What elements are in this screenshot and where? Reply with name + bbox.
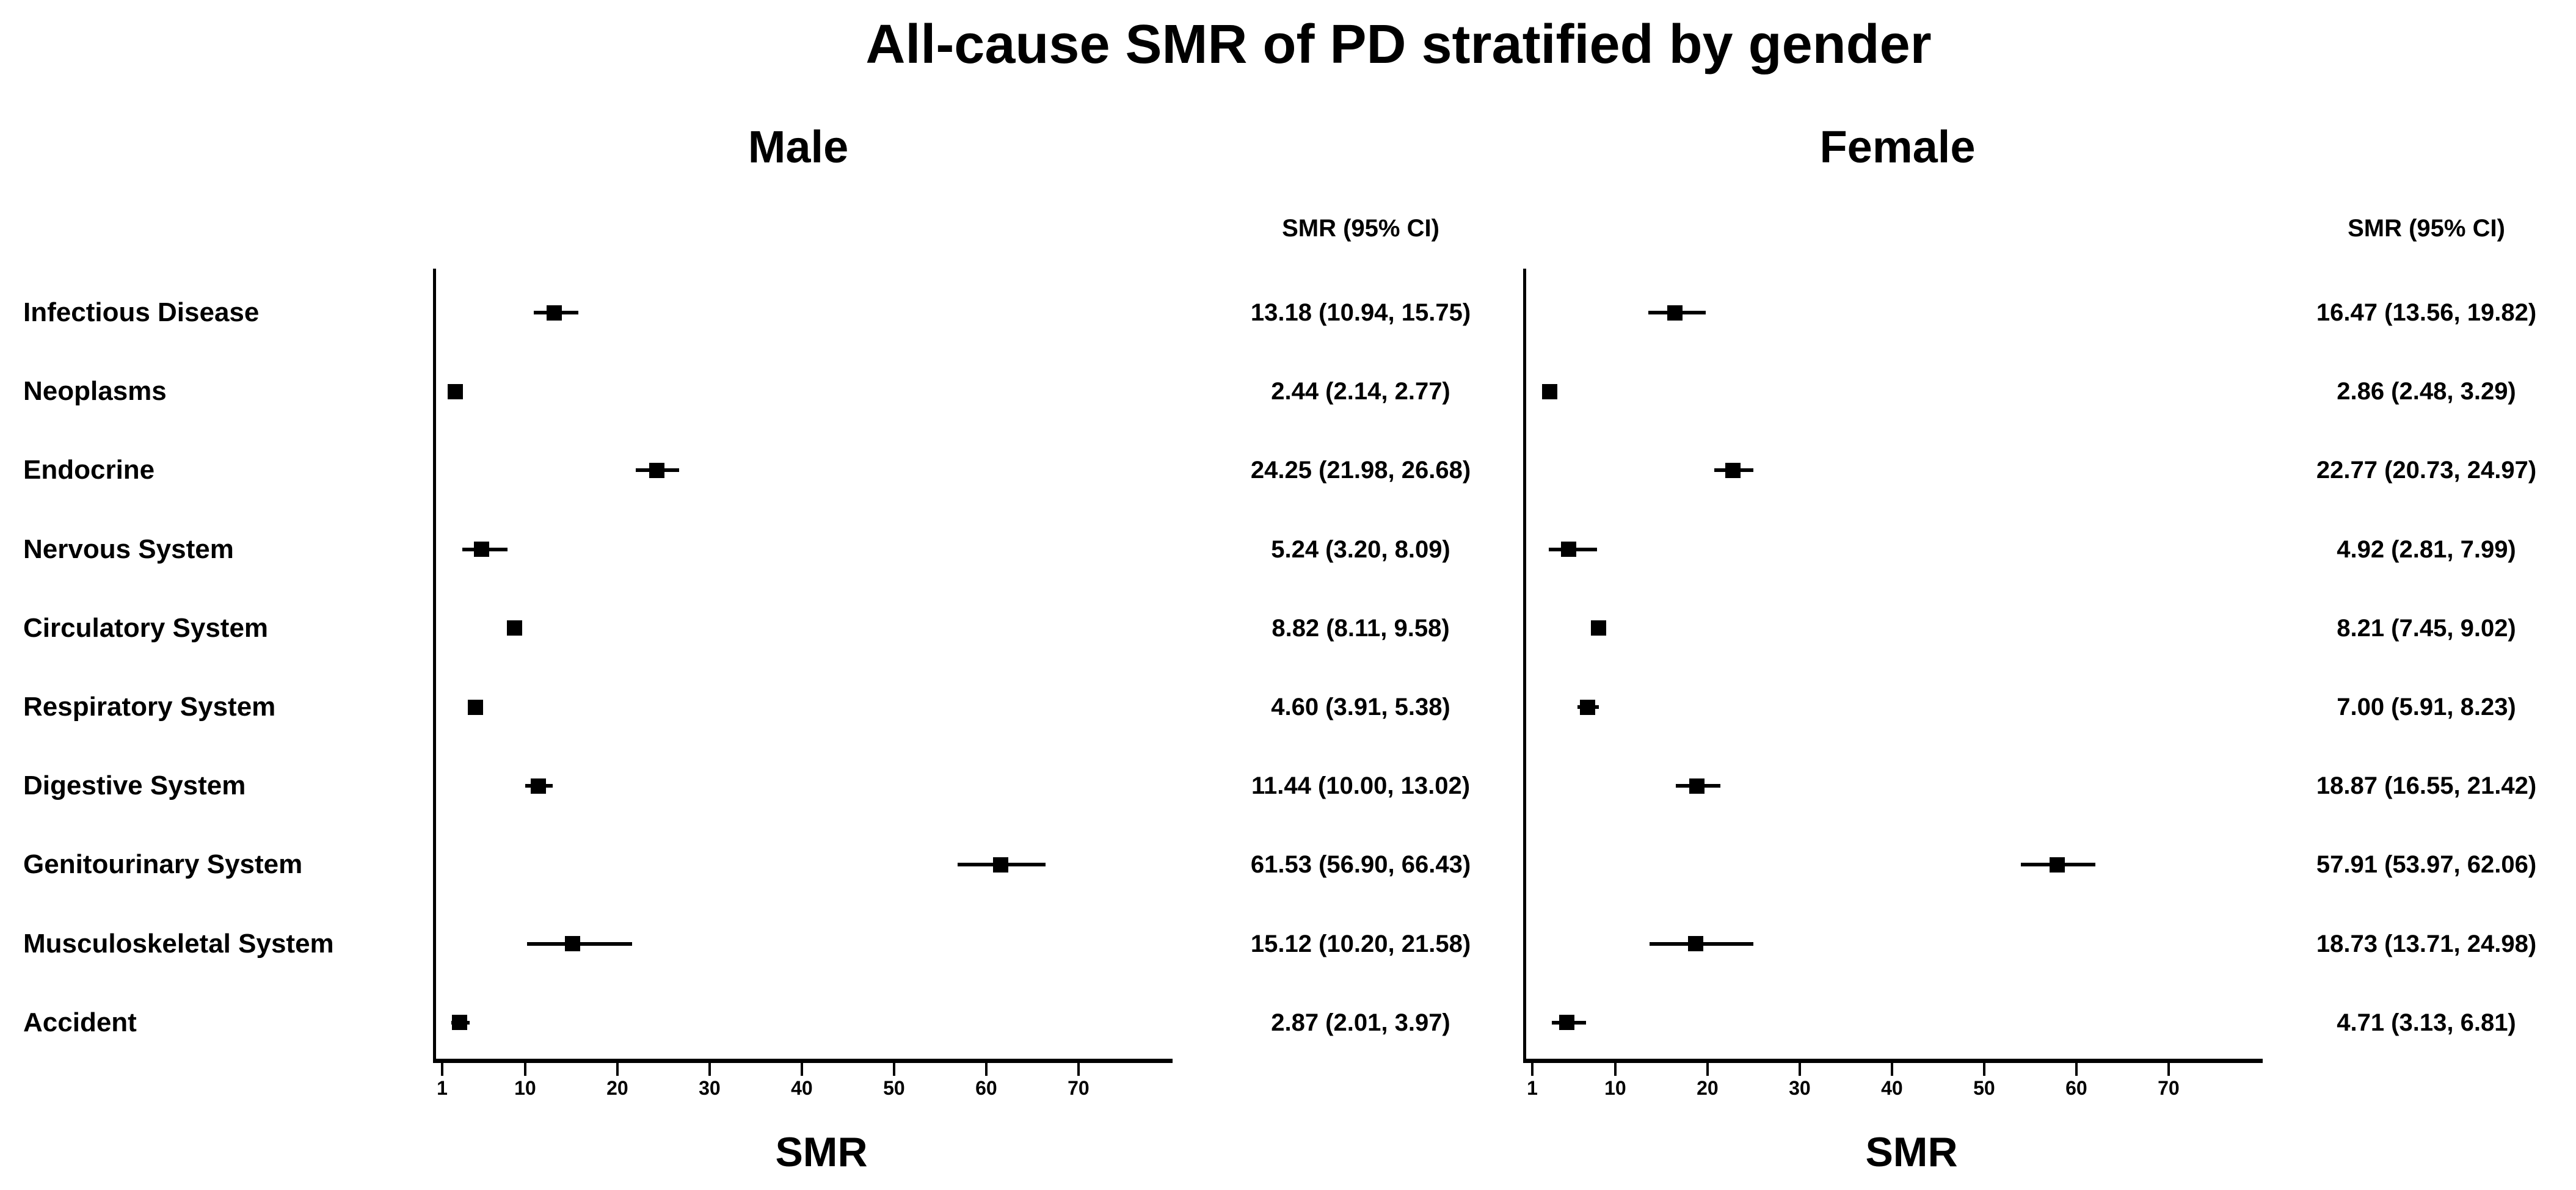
x-axis-tick-label-female: 70 <box>2158 1077 2180 1099</box>
smr-value-male: 61.53 (56.90, 66.43) <box>1250 851 1471 879</box>
smr-value-female: 57.91 (53.97, 62.06) <box>2316 851 2537 879</box>
category-label: Accident <box>23 1007 137 1037</box>
x-axis-tick-label-female: 40 <box>1881 1077 1903 1099</box>
smr-marker-female <box>1560 542 1576 557</box>
x-axis-tick-female <box>2075 1062 2078 1076</box>
smr-marker-female <box>2049 857 2065 873</box>
smr-marker-male <box>473 542 489 557</box>
x-axis-tick-male <box>984 1062 988 1076</box>
smr-marker-male <box>506 620 522 636</box>
category-label: Digestive System <box>23 771 246 801</box>
x-axis-tick-female <box>1982 1062 1985 1076</box>
smr-ci-column-header-male: SMR (95% CI) <box>1282 215 1439 242</box>
smr-ci-column-header-female: SMR (95% CI) <box>2348 215 2505 242</box>
x-axis-tick-male <box>892 1062 895 1076</box>
smr-value-male: 4.60 (3.91, 5.38) <box>1271 694 1450 720</box>
x-axis-line-male <box>434 1059 1173 1063</box>
x-axis-tick-label-male: 1 <box>437 1077 448 1099</box>
smr-marker-male <box>649 462 664 478</box>
smr-marker-male <box>564 936 580 952</box>
x-axis-tick-female <box>1798 1062 1801 1076</box>
panel-title-female: Female <box>1819 122 1976 172</box>
smr-marker-male <box>448 383 464 399</box>
smr-value-female: 4.71 (3.13, 6.81) <box>2337 1009 2516 1036</box>
category-label: Nervous System <box>23 534 234 564</box>
x-axis-tick-label-male: 40 <box>791 1077 813 1099</box>
smr-marker-female <box>1688 936 1704 952</box>
smr-value-male: 8.82 (8.11, 9.58) <box>1272 614 1450 642</box>
x-axis-tick-label-female: 30 <box>1789 1077 1811 1099</box>
smr-value-female: 18.73 (13.71, 24.98) <box>2316 930 2537 957</box>
smr-value-male: 13.18 (10.94, 15.75) <box>1250 299 1471 326</box>
smr-value-female: 18.87 (16.55, 21.42) <box>2316 772 2537 800</box>
category-label: Genitourinary System <box>23 849 303 880</box>
smr-marker-female <box>1667 305 1683 321</box>
panel-title-male: Male <box>748 122 849 172</box>
x-axis-tick-male <box>800 1062 803 1076</box>
category-label: Respiratory System <box>23 692 276 722</box>
x-axis-tick-label-male: 70 <box>1068 1077 1090 1099</box>
smr-marker-male <box>531 778 547 794</box>
x-axis-tick-female <box>2167 1062 2170 1076</box>
category-label: Circulatory System <box>23 612 269 643</box>
smr-marker-male <box>547 305 562 321</box>
x-axis-tick-male <box>441 1062 443 1076</box>
smr-value-female: 16.47 (13.56, 19.82) <box>2316 299 2537 326</box>
x-axis-tick-label-female: 50 <box>1973 1077 1995 1099</box>
smr-value-male: 2.44 (2.14, 2.77) <box>1271 378 1450 405</box>
smr-value-female: 22.77 (20.73, 24.97) <box>2316 457 2537 484</box>
x-axis-tick-male <box>523 1062 526 1076</box>
x-axis-tick-label-female: 20 <box>1697 1077 1719 1099</box>
x-axis-tick-label-male: 20 <box>606 1077 628 1099</box>
x-axis-tick-male <box>616 1062 619 1076</box>
figure-title: All-cause SMR of PD stratified by gender <box>865 14 1932 75</box>
smr-value-male: 15.12 (10.20, 21.58) <box>1250 930 1471 957</box>
x-axis-tick-label-male: 60 <box>975 1077 997 1099</box>
smr-value-male: 2.87 (2.01, 3.97) <box>1271 1009 1450 1036</box>
category-label: Endocrine <box>23 455 155 485</box>
category-label: Musculoskeletal System <box>23 928 334 959</box>
x-axis-label-female: SMR <box>1865 1129 1958 1175</box>
smr-value-female: 7.00 (5.91, 8.23) <box>2337 694 2516 720</box>
x-axis-tick-label-female: 1 <box>1527 1077 1538 1099</box>
smr-marker-male <box>992 857 1008 873</box>
smr-value-male: 5.24 (3.20, 8.09) <box>1271 535 1450 563</box>
smr-value-male: 24.25 (21.98, 26.68) <box>1250 457 1471 484</box>
smr-value-female: 4.92 (2.81, 7.99) <box>2337 535 2516 563</box>
x-axis-tick-label-male: 50 <box>883 1077 905 1099</box>
x-axis-tick-female <box>1706 1062 1709 1076</box>
smr-marker-female <box>1559 1015 1574 1031</box>
category-label: Neoplasms <box>23 376 167 407</box>
smr-marker-male <box>451 1015 467 1031</box>
x-axis-tick-male <box>1077 1062 1080 1076</box>
x-axis-tick-label-male: 30 <box>699 1077 721 1099</box>
smr-marker-male <box>467 699 483 715</box>
x-axis-tick-female <box>1531 1062 1534 1076</box>
smr-value-female: 8.21 (7.45, 9.02) <box>2337 614 2516 642</box>
smr-marker-female <box>1725 462 1741 478</box>
x-axis-tick-male <box>708 1062 711 1076</box>
x-axis-tick-label-female: 60 <box>2065 1077 2087 1099</box>
x-axis-tick-label-female: 10 <box>1604 1077 1626 1099</box>
smr-marker-female <box>1541 383 1557 399</box>
x-axis-line-female <box>1524 1059 2263 1063</box>
smr-marker-female <box>1591 620 1607 636</box>
x-axis-tick-female <box>1614 1062 1617 1076</box>
smr-marker-female <box>1580 699 1596 715</box>
smr-value-female: 2.86 (2.48, 3.29) <box>2337 378 2516 405</box>
y-axis-line-female <box>1523 269 1526 1063</box>
smr-value-male: 11.44 (10.00, 13.02) <box>1251 772 1471 800</box>
x-axis-label-male: SMR <box>775 1129 868 1175</box>
smr-marker-female <box>1689 778 1705 794</box>
x-axis-tick-label-male: 10 <box>514 1077 536 1099</box>
category-label: Infectious Disease <box>23 297 260 327</box>
y-axis-line-male <box>433 269 436 1063</box>
x-axis-tick-female <box>1890 1062 1893 1076</box>
